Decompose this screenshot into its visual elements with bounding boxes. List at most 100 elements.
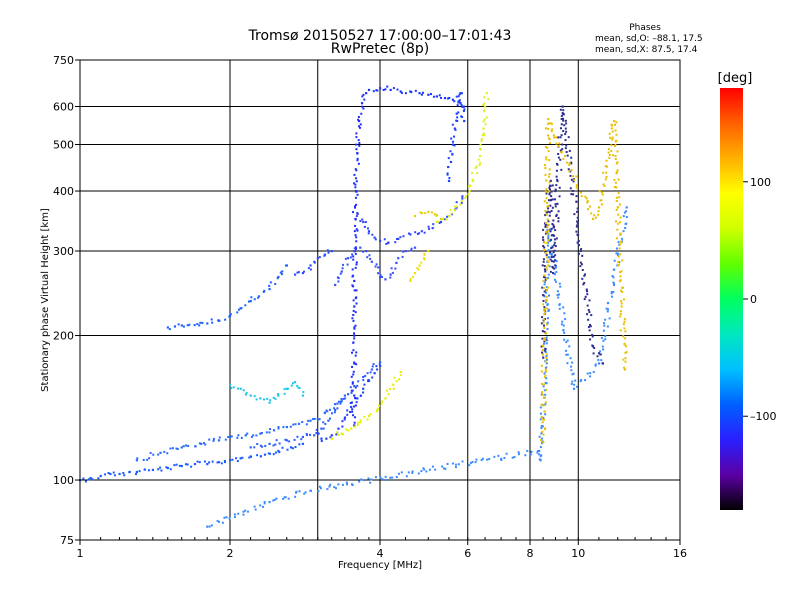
data-point bbox=[454, 205, 457, 208]
data-point bbox=[350, 375, 353, 378]
data-point bbox=[309, 433, 312, 436]
data-point bbox=[478, 163, 481, 166]
data-point bbox=[542, 385, 545, 388]
data-point bbox=[351, 284, 354, 287]
data-point bbox=[620, 302, 623, 305]
data-point bbox=[352, 319, 355, 322]
data-point bbox=[198, 461, 201, 464]
data-point bbox=[591, 217, 595, 221]
data-point bbox=[563, 155, 566, 158]
data-point bbox=[544, 225, 547, 228]
data-point bbox=[540, 345, 543, 348]
data-point bbox=[552, 134, 555, 137]
data-point bbox=[392, 387, 395, 390]
data-point bbox=[334, 408, 337, 412]
data-point bbox=[286, 387, 289, 390]
data-point bbox=[417, 268, 420, 271]
data-point bbox=[392, 383, 395, 386]
data-point bbox=[372, 90, 375, 93]
data-point bbox=[612, 276, 615, 279]
data-point bbox=[336, 431, 339, 434]
data-point bbox=[269, 281, 272, 284]
data-point bbox=[590, 212, 593, 215]
data-point bbox=[410, 91, 413, 94]
data-point bbox=[384, 479, 387, 482]
data-point bbox=[596, 355, 599, 358]
data-point bbox=[544, 381, 547, 384]
data-point bbox=[601, 362, 605, 365]
data-point bbox=[373, 372, 376, 375]
data-point bbox=[604, 335, 607, 338]
data-point bbox=[352, 211, 355, 214]
data-point bbox=[544, 428, 547, 431]
data-point bbox=[551, 265, 554, 268]
data-point bbox=[604, 318, 607, 321]
data-point bbox=[450, 212, 453, 215]
data-point bbox=[584, 195, 587, 198]
data-point bbox=[346, 413, 349, 416]
data-point bbox=[388, 388, 391, 391]
data-point bbox=[548, 175, 551, 178]
data-point bbox=[597, 362, 601, 365]
data-point bbox=[621, 286, 624, 289]
data-point bbox=[355, 261, 358, 264]
data-point bbox=[450, 137, 453, 140]
data-point bbox=[344, 397, 347, 400]
data-point bbox=[441, 217, 445, 221]
data-point bbox=[555, 162, 558, 165]
data-point bbox=[547, 134, 550, 137]
data-point bbox=[483, 109, 486, 112]
data-point bbox=[359, 421, 362, 424]
data-point bbox=[553, 136, 556, 139]
data-point bbox=[597, 358, 600, 361]
data-point bbox=[244, 509, 247, 512]
data-point bbox=[578, 244, 581, 247]
data-point bbox=[545, 336, 548, 339]
data-point bbox=[614, 140, 617, 143]
data-point bbox=[550, 247, 553, 250]
data-point bbox=[427, 225, 430, 228]
data-point bbox=[554, 190, 557, 193]
data-point bbox=[118, 472, 121, 476]
data-point bbox=[414, 231, 417, 234]
data-point bbox=[497, 454, 500, 457]
data-point bbox=[227, 436, 230, 439]
data-point bbox=[182, 445, 185, 448]
data-point bbox=[362, 375, 365, 379]
data-point bbox=[618, 243, 621, 246]
data-point bbox=[280, 273, 283, 276]
data-point bbox=[294, 495, 297, 498]
data-point bbox=[287, 497, 290, 500]
data-point bbox=[619, 313, 622, 316]
data-point bbox=[136, 457, 139, 460]
data-point bbox=[565, 349, 568, 352]
data-point bbox=[540, 393, 543, 396]
data-point bbox=[276, 277, 279, 280]
data-point bbox=[362, 387, 365, 390]
data-point bbox=[547, 276, 550, 279]
data-point bbox=[585, 313, 588, 316]
data-point bbox=[369, 413, 372, 416]
data-point bbox=[142, 458, 145, 461]
data-point bbox=[203, 460, 206, 463]
data-point bbox=[242, 389, 245, 392]
data-point bbox=[576, 221, 579, 224]
data-point bbox=[555, 142, 558, 145]
data-point bbox=[618, 196, 621, 199]
data-point bbox=[362, 250, 365, 253]
data-point bbox=[547, 249, 550, 252]
data-point bbox=[263, 500, 266, 503]
data-point bbox=[330, 250, 333, 253]
data-point bbox=[545, 256, 548, 259]
data-point bbox=[553, 225, 556, 228]
data-point bbox=[541, 421, 544, 424]
data-point bbox=[351, 410, 354, 413]
colorbar-tick-label: 100 bbox=[750, 176, 771, 189]
data-point bbox=[469, 184, 472, 187]
data-point bbox=[220, 462, 223, 465]
data-point bbox=[556, 293, 559, 296]
data-point bbox=[554, 229, 557, 232]
data-point bbox=[159, 466, 162, 469]
data-point bbox=[594, 216, 597, 219]
data-point bbox=[89, 476, 92, 480]
